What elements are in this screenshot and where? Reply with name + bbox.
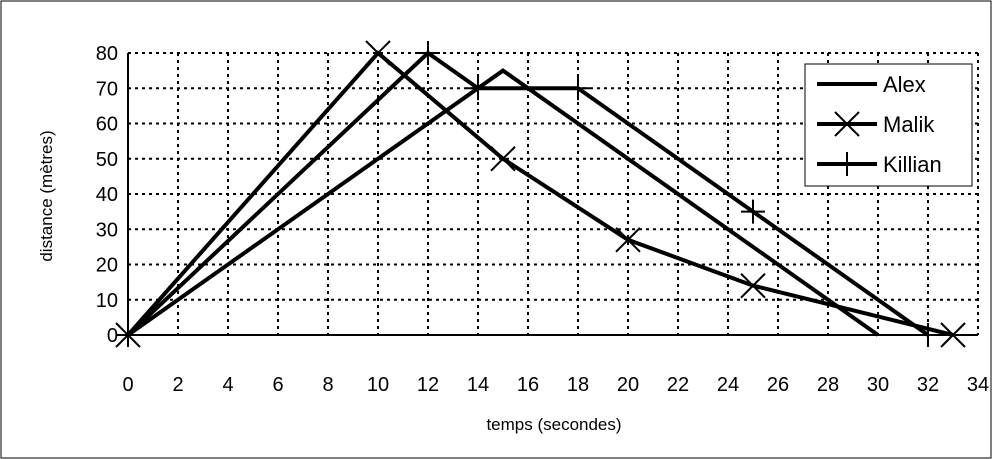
- x-tick-label: 30: [867, 374, 889, 396]
- legend: Alex Malik Killian: [804, 63, 973, 187]
- data-point-malik: [365, 40, 391, 66]
- data-point-killian: [116, 323, 140, 347]
- x-tick-label: 18: [567, 374, 589, 396]
- marker-stroke: [365, 40, 391, 66]
- y-tick-label: 20: [96, 255, 118, 277]
- marker-stroke: [740, 272, 766, 299]
- y-tick-label: 60: [96, 114, 118, 136]
- x-tick-label: 24: [717, 374, 739, 396]
- x-tick-label: 6: [272, 374, 283, 396]
- x-tick-label: 4: [222, 374, 233, 396]
- legend-label-killian: Killian: [883, 152, 942, 177]
- data-point-malik: [940, 322, 966, 348]
- x-tick-label: 32: [917, 374, 939, 396]
- data-point-malik: [615, 227, 641, 253]
- x-tick-label: 0: [122, 374, 133, 396]
- data-point-killian: [566, 76, 590, 101]
- y-tick-label: 80: [96, 43, 118, 65]
- x-axis-title: temps (secondes): [486, 415, 621, 434]
- data-point-killian: [416, 41, 440, 65]
- x-tick-label: 2: [172, 374, 183, 396]
- series-line-alex: [126, 68, 880, 337]
- y-tick-label: 30: [96, 219, 118, 241]
- x-tick-label: 22: [667, 374, 689, 396]
- data-point-malik: [740, 272, 766, 299]
- data-point-killian: [916, 323, 940, 347]
- y-tick-label: 10: [96, 290, 118, 312]
- legend-item-alex: Alex: [817, 72, 926, 97]
- data-point-killian: [466, 76, 490, 101]
- legend-label-alex: Alex: [883, 72, 926, 97]
- data-point-killian: [741, 199, 765, 224]
- series-markers: [115, 40, 966, 348]
- y-axis-title: distance (mètres): [37, 130, 56, 261]
- x-tick-label: 26: [767, 374, 789, 396]
- series-lines: [126, 50, 954, 337]
- marker-stroke: [940, 322, 966, 348]
- y-tick-label: 40: [96, 184, 118, 206]
- legend-marker-malik: [834, 111, 860, 137]
- y-tick-label: 50: [96, 149, 118, 171]
- y-tick-label: 70: [96, 78, 118, 100]
- x-tick-label: 16: [517, 374, 539, 396]
- y-tick-label: 0: [107, 325, 118, 347]
- series-line-malik: [126, 50, 954, 337]
- legend-item-malik: Malik: [817, 111, 935, 137]
- legend-marker-killian: [835, 152, 859, 176]
- x-tick-label: 34: [967, 374, 989, 396]
- marker-stroke: [834, 111, 860, 137]
- x-tick-label: 20: [617, 374, 639, 396]
- x-tick-label: 10: [367, 374, 389, 396]
- x-tick-label: 28: [817, 374, 839, 396]
- series-line-killian: [126, 50, 930, 337]
- marker-stroke: [490, 146, 516, 172]
- x-tick-label: 14: [467, 374, 489, 396]
- data-point-malik: [490, 146, 516, 172]
- marker-stroke: [615, 227, 641, 253]
- x-tick-label: 12: [417, 374, 439, 396]
- legend-label-malik: Malik: [883, 112, 935, 137]
- legend-item-killian: Killian: [817, 152, 942, 177]
- x-tick-label: 8: [322, 374, 333, 396]
